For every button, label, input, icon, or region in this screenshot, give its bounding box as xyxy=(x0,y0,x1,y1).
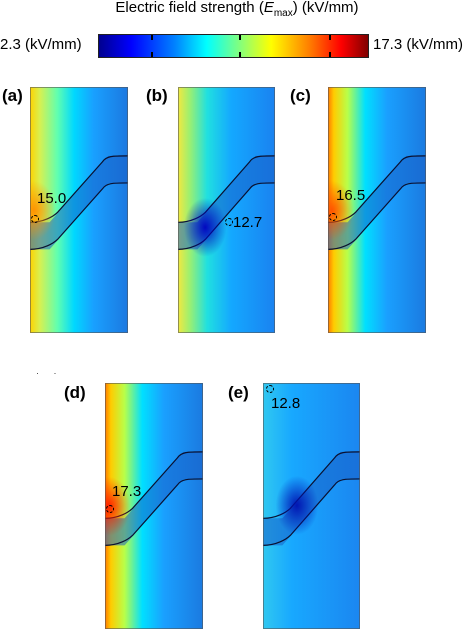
panel-d xyxy=(105,383,203,629)
colorbar-min-label: 2.3 (kV/mm) xyxy=(0,36,82,53)
panel-e xyxy=(263,383,360,629)
colorbar xyxy=(98,34,369,58)
panel-b-value: 12.7 xyxy=(233,214,263,231)
panel-d-field-map xyxy=(105,383,203,629)
panel-e-field-map xyxy=(263,383,360,629)
colorbar-tick xyxy=(329,35,331,40)
conductor-band xyxy=(30,155,128,250)
panel-e-value: 12.8 xyxy=(271,395,301,412)
panel-b xyxy=(178,87,275,333)
panel-a-label: (a) xyxy=(2,86,23,105)
colorbar-tick xyxy=(239,52,241,57)
band-bottom-edge xyxy=(328,182,426,250)
panel-c-max-marker xyxy=(329,213,337,221)
colorbar-tick xyxy=(151,35,153,40)
field-hotspot xyxy=(105,476,131,536)
colorbar-tick xyxy=(329,52,331,57)
panel-b-label: (b) xyxy=(146,86,168,105)
panel-a-value: 15.0 xyxy=(37,190,67,207)
panel-e-max-marker xyxy=(266,385,274,393)
panel-a xyxy=(30,87,128,333)
panel-a-max-marker xyxy=(31,215,39,223)
panel-c-field-map xyxy=(328,87,426,333)
field-hotspot xyxy=(328,180,354,240)
band-bottom-edge xyxy=(178,182,275,250)
panel-b-max-marker xyxy=(225,218,233,226)
panel-b-field-map xyxy=(178,87,275,333)
panel-c-value: 16.5 xyxy=(336,187,366,204)
conductor-band xyxy=(105,451,203,546)
panel-d-label: (d) xyxy=(64,383,86,402)
colorbar-tick xyxy=(239,35,241,40)
panel-e-label: (e) xyxy=(228,383,249,402)
band-top-edge xyxy=(263,451,360,519)
colorbar-tick xyxy=(151,52,153,57)
colorbar-title: Electric field strength (Emax) (kV/mm) xyxy=(115,0,359,19)
conductor-band xyxy=(328,155,426,250)
band-bottom-edge xyxy=(105,478,203,546)
field-hotspot xyxy=(275,475,319,535)
band-bottom-edge xyxy=(30,182,128,250)
panel-c xyxy=(328,87,426,333)
panel-a-field-map xyxy=(30,87,128,333)
field-hotspot xyxy=(183,197,227,257)
panel-d-max-marker xyxy=(106,505,114,513)
panel-d-value: 17.3 xyxy=(112,483,142,500)
stray-mark: · · xyxy=(36,368,63,378)
field-hotspot xyxy=(30,180,56,240)
panel-c-label: (c) xyxy=(290,86,311,105)
colorbar-max-label: 17.3 (kV/mm) xyxy=(373,36,464,53)
